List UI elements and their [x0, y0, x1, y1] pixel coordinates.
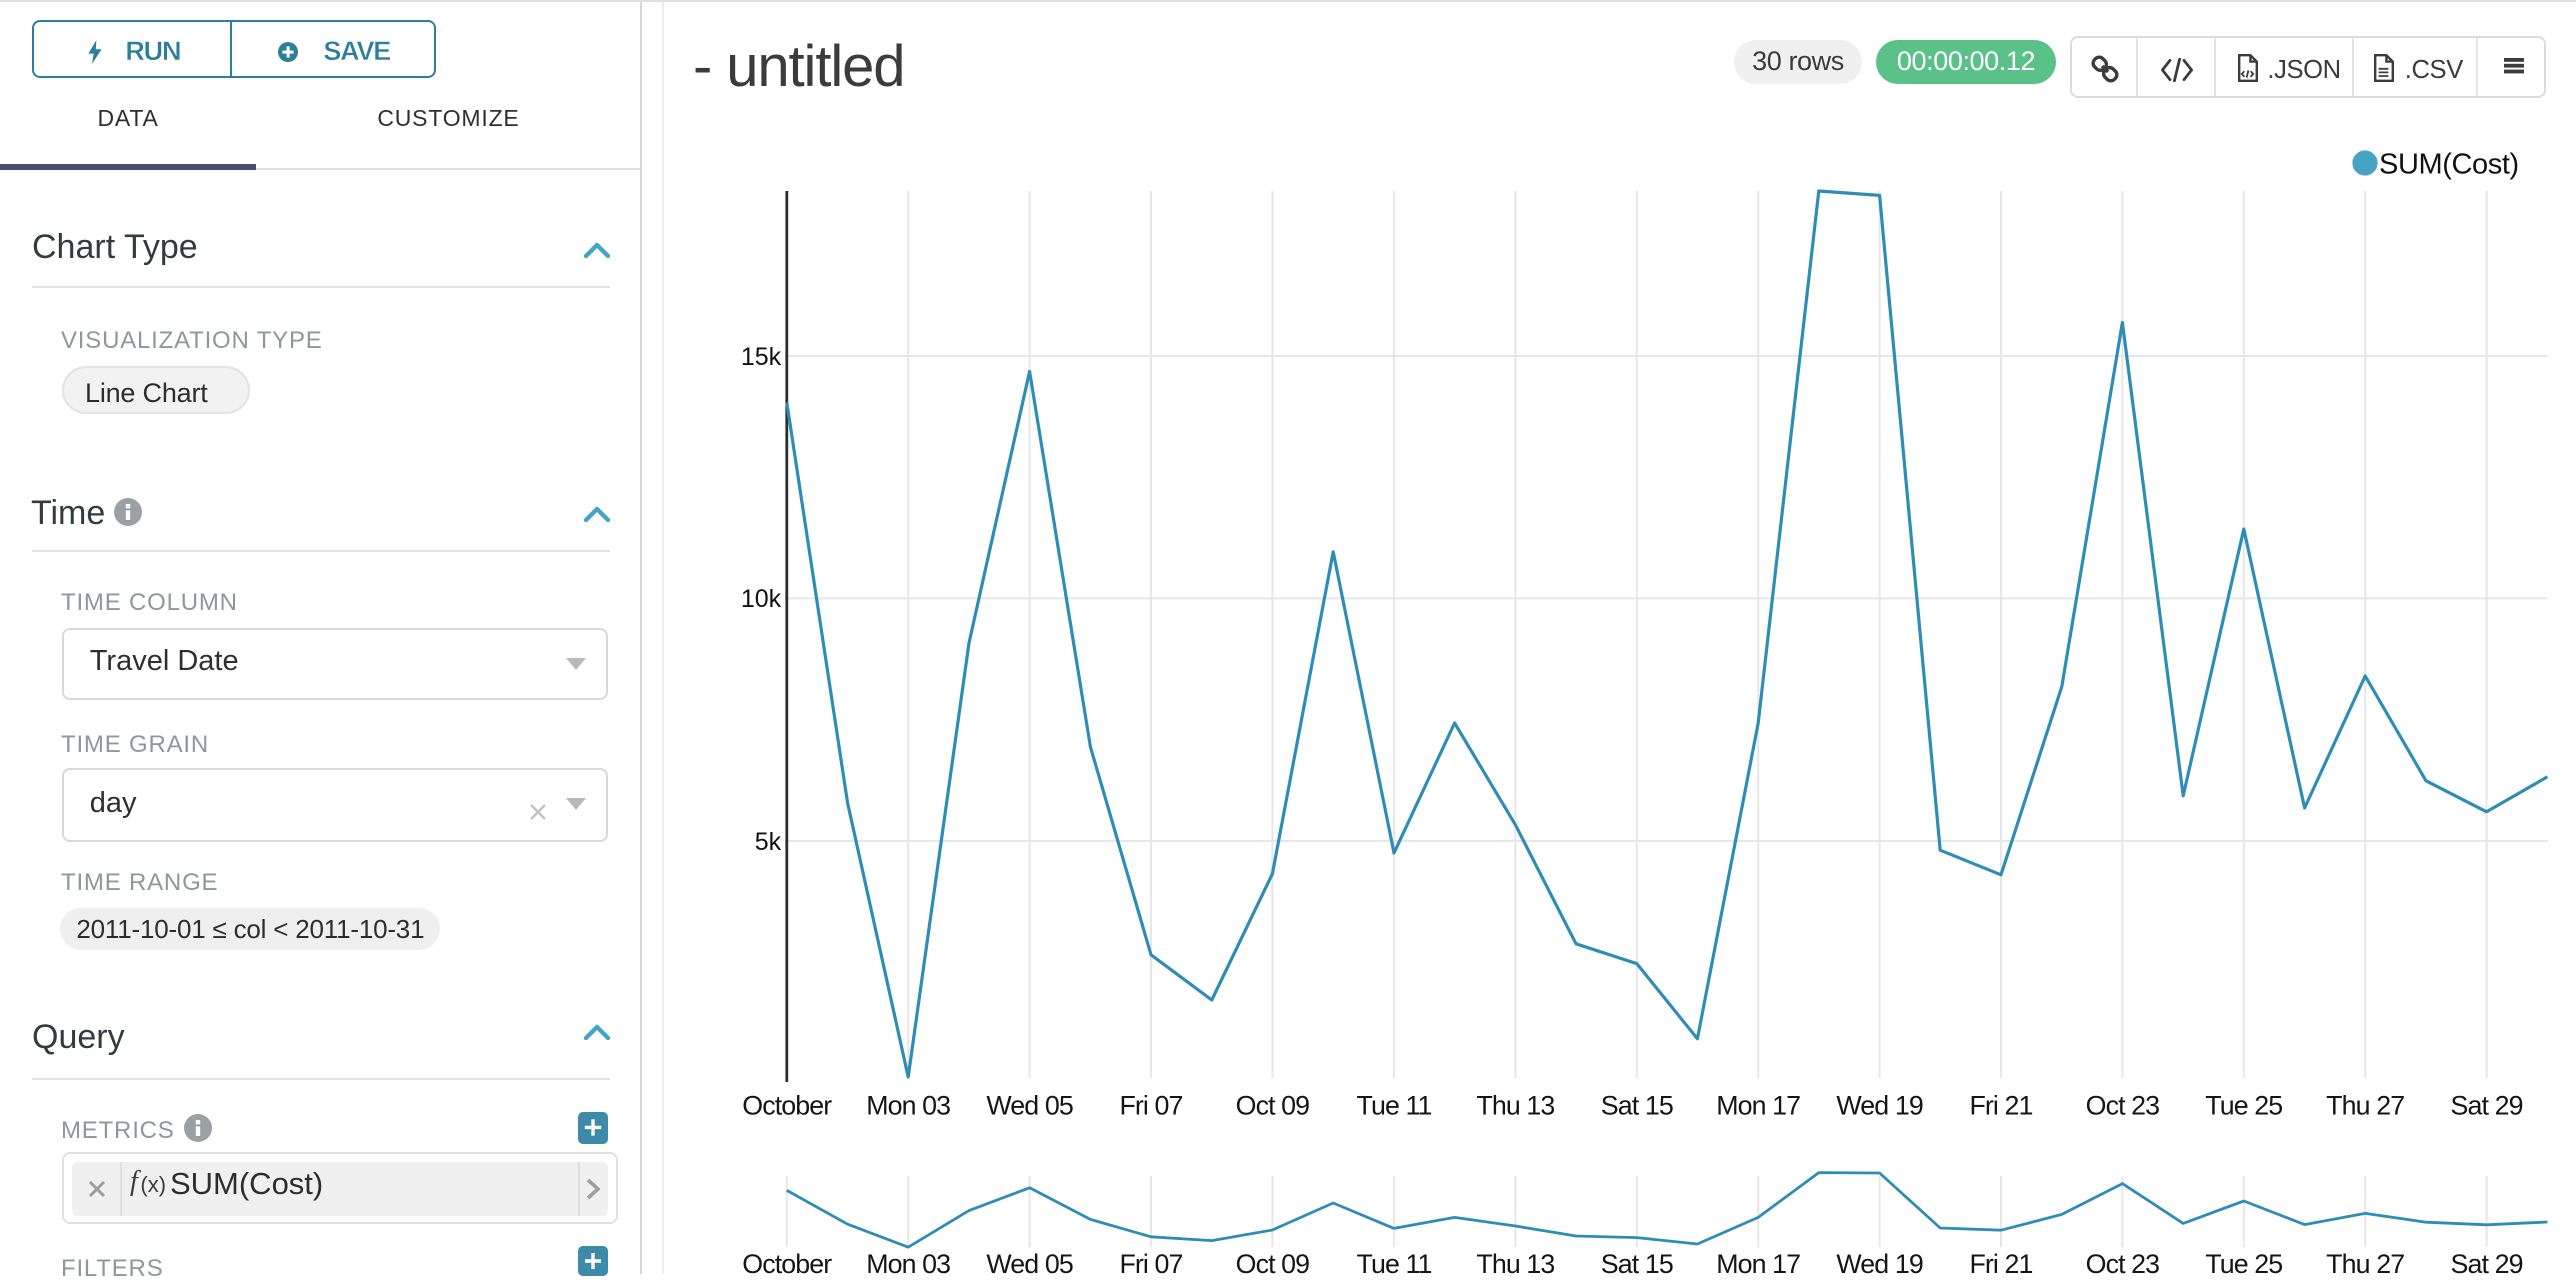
svg-text:SUM(Cost): SUM(Cost) [2379, 149, 2519, 181]
svg-text:Mon 17: Mon 17 [1716, 1249, 1800, 1274]
svg-text:Thu 27: Thu 27 [2326, 1249, 2404, 1274]
svg-text:Thu 27: Thu 27 [2326, 1091, 2404, 1121]
svg-text:Mon 17: Mon 17 [1716, 1091, 1800, 1121]
svg-text:Wed 19: Wed 19 [1836, 1091, 1922, 1121]
svg-text:Tue 25: Tue 25 [2205, 1091, 2282, 1121]
svg-text:Tue 11: Tue 11 [1356, 1091, 1431, 1121]
svg-text:Mon 03: Mon 03 [866, 1091, 950, 1121]
svg-text:Wed 05: Wed 05 [986, 1249, 1072, 1274]
svg-text:Thu 13: Thu 13 [1476, 1091, 1554, 1121]
svg-text:Tue 25: Tue 25 [2205, 1249, 2282, 1274]
svg-text:Fri 07: Fri 07 [1119, 1249, 1182, 1274]
svg-text:Oct 23: Oct 23 [2086, 1091, 2160, 1121]
svg-text:Sat 29: Sat 29 [2451, 1249, 2523, 1274]
svg-text:5k: 5k [755, 828, 782, 856]
svg-text:Oct 23: Oct 23 [2086, 1249, 2160, 1274]
svg-text:Mon 03: Mon 03 [866, 1249, 950, 1274]
svg-text:October: October [742, 1249, 832, 1274]
svg-text:10k: 10k [741, 585, 782, 613]
svg-text:Wed 05: Wed 05 [986, 1091, 1072, 1121]
svg-text:Fri 07: Fri 07 [1119, 1091, 1182, 1121]
svg-text:Oct 09: Oct 09 [1236, 1091, 1310, 1121]
svg-text:Fri 21: Fri 21 [1969, 1091, 2032, 1121]
svg-text:Sat 15: Sat 15 [1601, 1249, 1673, 1274]
svg-text:Fri 21: Fri 21 [1969, 1249, 2032, 1274]
svg-text:Sat 15: Sat 15 [1601, 1091, 1673, 1121]
svg-text:Oct 09: Oct 09 [1236, 1249, 1310, 1274]
svg-text:Sat 29: Sat 29 [2451, 1091, 2523, 1121]
svg-text:15k: 15k [741, 343, 782, 371]
svg-text:Tue 11: Tue 11 [1356, 1249, 1431, 1274]
svg-text:Wed 19: Wed 19 [1836, 1249, 1922, 1274]
svg-text:Thu 13: Thu 13 [1476, 1249, 1554, 1274]
svg-text:October: October [742, 1091, 832, 1121]
